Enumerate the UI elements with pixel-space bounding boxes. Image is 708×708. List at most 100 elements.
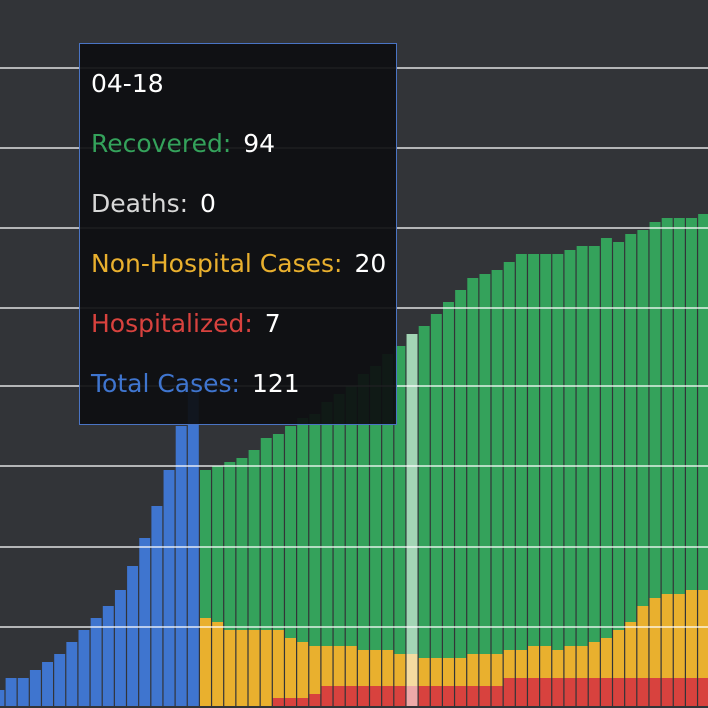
bar-non-hospital-27 [528,646,539,678]
bar-non-hospital-13 [357,650,369,686]
tooltip-value-deaths: 0 [200,189,216,218]
bar-total-6 [29,670,41,706]
bar-non-hospital-39 [673,594,685,678]
bar-total-8 [54,654,66,706]
bar-non-hospital-31 [576,646,588,678]
bar-recovered-11 [333,394,345,646]
bar-recovered-26 [515,254,527,650]
bar-hospitalized-22 [467,686,479,706]
bar-hospitalized-25 [503,678,515,706]
bar-hospitalized-16 [394,686,406,706]
bar-non-hospital-10 [321,646,333,686]
bar-hospitalized-18 [418,686,430,706]
bar-recovered-4 [248,450,260,630]
bar-non-hospital-28 [540,646,552,678]
bar-total-14 [127,566,139,706]
bar-hospitalized-41 [698,678,708,706]
tooltip-label-non-hospital: Non-Hospital Cases: [91,249,343,278]
bar-recovered-29 [552,254,564,650]
tooltip-label-total: Total Cases: [91,369,240,398]
bar-total-11 [90,618,102,706]
bar-recovered-41 [698,214,708,590]
bar-recovered-14 [370,366,382,650]
bar-non-hospital-36 [637,606,649,678]
bar-recovered-18 [418,326,430,658]
bar-hospitalized-7 [285,698,296,706]
bar-hospitalized-26 [515,678,527,706]
bar-non-hospital-18 [418,658,430,686]
bar-non-hospital-25 [503,650,515,678]
bar-total-9 [66,642,78,706]
bar-hospitalized-23 [479,686,491,706]
tooltip-label-deaths: Deaths: [91,189,189,218]
bar-recovered-12 [345,386,357,646]
bar-recovered-36 [637,230,649,606]
bar-non-hospital-7 [285,638,296,698]
bar-non-hospital-30 [564,646,576,678]
bar-hospitalized-39 [673,678,685,706]
bar-non-hospital-3 [236,630,248,706]
tooltip-row-total: Total Cases: 121 [91,369,300,399]
tooltip-value-recovered: 94 [243,129,276,158]
bar-non-hospital-35 [625,622,637,678]
bars-layer [0,214,708,706]
bar-recovered-19 [430,314,442,658]
bar-non-hospital-22 [467,654,479,686]
bar-recovered-34 [613,242,625,630]
bar-non-hospital-5 [260,630,272,706]
bar-hospitalized-40 [686,678,697,706]
bar-recovered-13 [357,374,369,650]
tooltip-value-non-hospital: 20 [354,249,387,278]
bar-hospitalized-9 [309,694,321,706]
bar-non-hospital-1 [212,622,224,706]
bar-total-10 [78,630,90,706]
bar-non-hospital-20 [443,658,454,686]
bar-total-19 [187,382,199,706]
bar-total-5 [17,678,29,706]
bar-non-hospital-21 [455,658,467,686]
bar-recovered-2 [224,462,236,630]
bar-non-hospital-6 [272,630,284,698]
bar-non-hospital-38 [661,594,673,678]
bar-hospitalized-35 [625,678,637,706]
bar-non-hospital-0 [200,618,211,706]
bar-recovered-25 [503,262,515,650]
tooltip-row-non-hospital: Non-Hospital Cases: 20 [91,249,386,279]
bar-recovered-0 [200,470,211,618]
bar-total-16 [151,506,163,706]
bar-recovered-9 [309,414,321,646]
tooltip-date: 04-18 [91,69,164,98]
bar-hospitalized-37 [649,678,661,706]
bar-hospitalized-13 [357,686,369,706]
bar-recovered-40 [686,218,697,590]
bar-non-hospital-32 [588,642,600,678]
bar-hospitalized-38 [661,678,673,706]
bar-recovered-24 [491,270,503,654]
tooltip-row-deaths: Deaths: 0 [91,189,216,219]
bar-hospitalized-34 [613,678,625,706]
bar-non-hospital-15 [382,650,394,686]
bar-recovered-15 [382,354,394,650]
bar-hospitalized-15 [382,686,394,706]
bar-recovered-7 [285,426,296,638]
bar-total-15 [139,538,151,706]
bar-hospitalized-6 [272,698,284,706]
bar-recovered-31 [576,246,588,646]
bar-recovered-30 [564,250,576,646]
bar-non-hospital-11 [333,646,345,686]
bar-recovered-28 [540,254,552,646]
bar-non-hospital-34 [613,630,625,678]
bar-non-hospital-41 [698,590,708,678]
bar-non-hospital-29 [552,650,564,678]
bar-hospitalized-21 [455,686,467,706]
bar-non-hospital-33 [600,638,612,678]
bar-hospitalized-12 [345,686,357,706]
bar-total-17 [163,470,175,706]
bar-recovered-39 [673,218,685,594]
tooltip-value-hospitalized: 7 [264,309,281,338]
bar-hospitalized-24 [491,686,503,706]
bar-non-hospital-37 [649,598,661,678]
tooltip-value-total: 121 [251,369,300,398]
bar-recovered-16 [394,346,406,654]
